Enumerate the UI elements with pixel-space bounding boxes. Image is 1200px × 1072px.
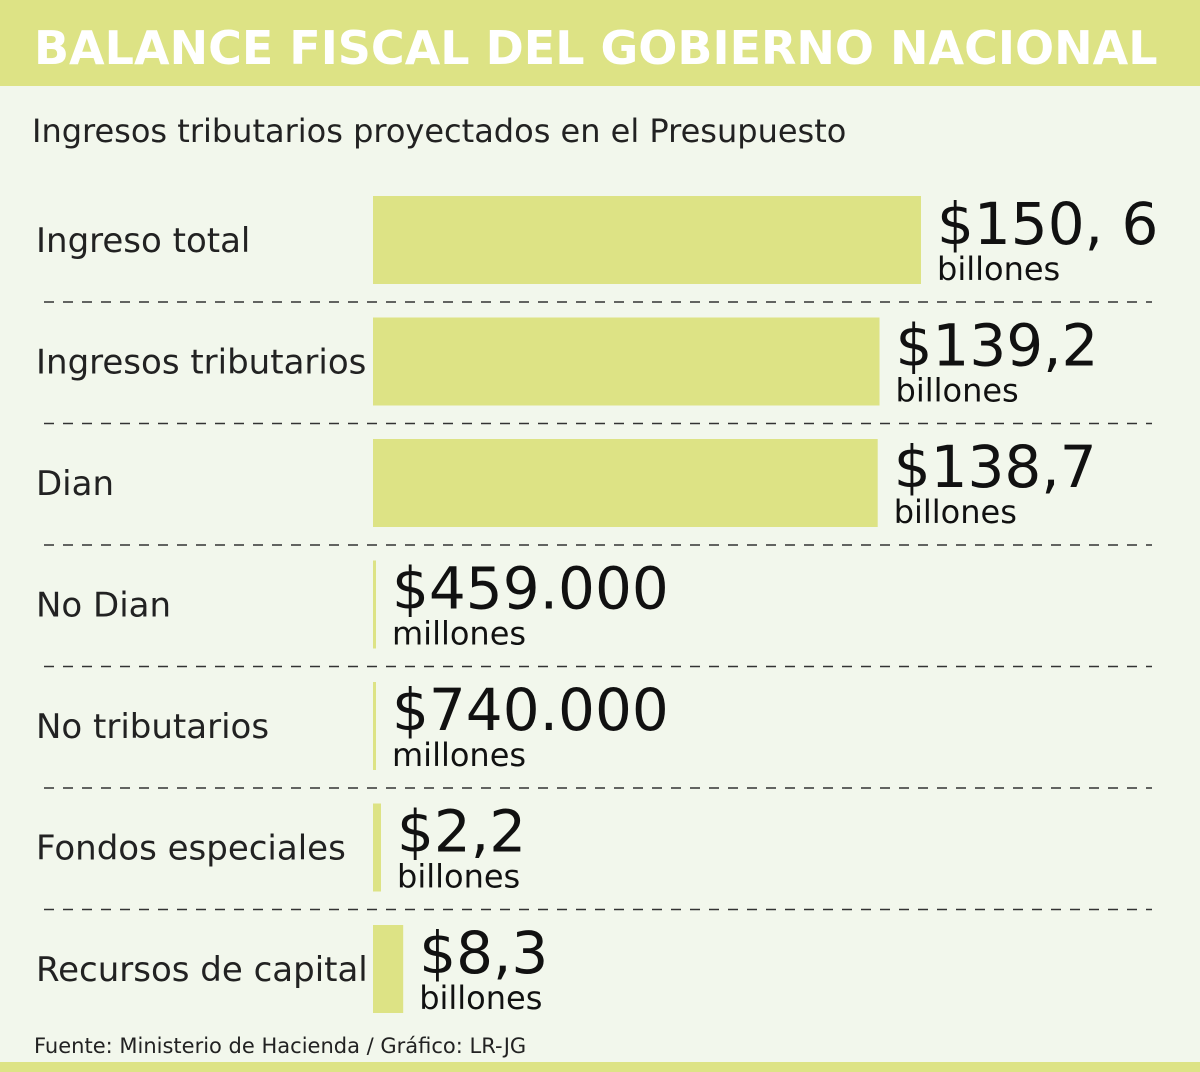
chart-title: BALANCE FISCAL DEL GOBIERNO NACIONAL <box>34 21 1158 75</box>
bar <box>373 196 921 284</box>
subtitle: Ingresos tributarios proyectados en el P… <box>32 112 846 150</box>
value-label: $139,2 <box>896 312 1099 380</box>
value-unit: millones <box>392 615 526 653</box>
footer-band <box>0 1062 1200 1072</box>
bar <box>373 803 382 892</box>
bar <box>373 682 376 770</box>
category-label: No Dian <box>36 586 171 626</box>
category-label: Ingresos tributarios <box>36 343 366 383</box>
value-unit: billones <box>397 858 520 896</box>
value-unit: millones <box>392 736 526 774</box>
value-label: $459.000 <box>392 555 669 623</box>
category-label: Recursos de capital <box>36 950 368 990</box>
bar <box>373 439 878 527</box>
category-label: Dian <box>36 464 114 504</box>
value-unit: billones <box>419 979 542 1017</box>
value-label: $138,7 <box>894 433 1097 501</box>
category-label: Fondos especiales <box>36 829 346 869</box>
value-unit: billones <box>894 493 1017 531</box>
bar <box>373 560 376 649</box>
source: Fuente: Ministerio de Hacienda / Gráfico… <box>34 1034 526 1058</box>
bar <box>373 317 880 406</box>
value-label: $8,3 <box>419 919 548 987</box>
header-band <box>0 0 1200 86</box>
value-unit: billones <box>896 372 1019 410</box>
bar <box>373 925 404 1013</box>
value-label: $2,2 <box>397 798 526 866</box>
value-label: $150, 6 <box>937 190 1158 258</box>
category-label: No tributarios <box>36 707 269 747</box>
category-label: Ingreso total <box>36 221 250 261</box>
value-unit: billones <box>937 250 1060 288</box>
value-label: $740.000 <box>392 676 669 744</box>
